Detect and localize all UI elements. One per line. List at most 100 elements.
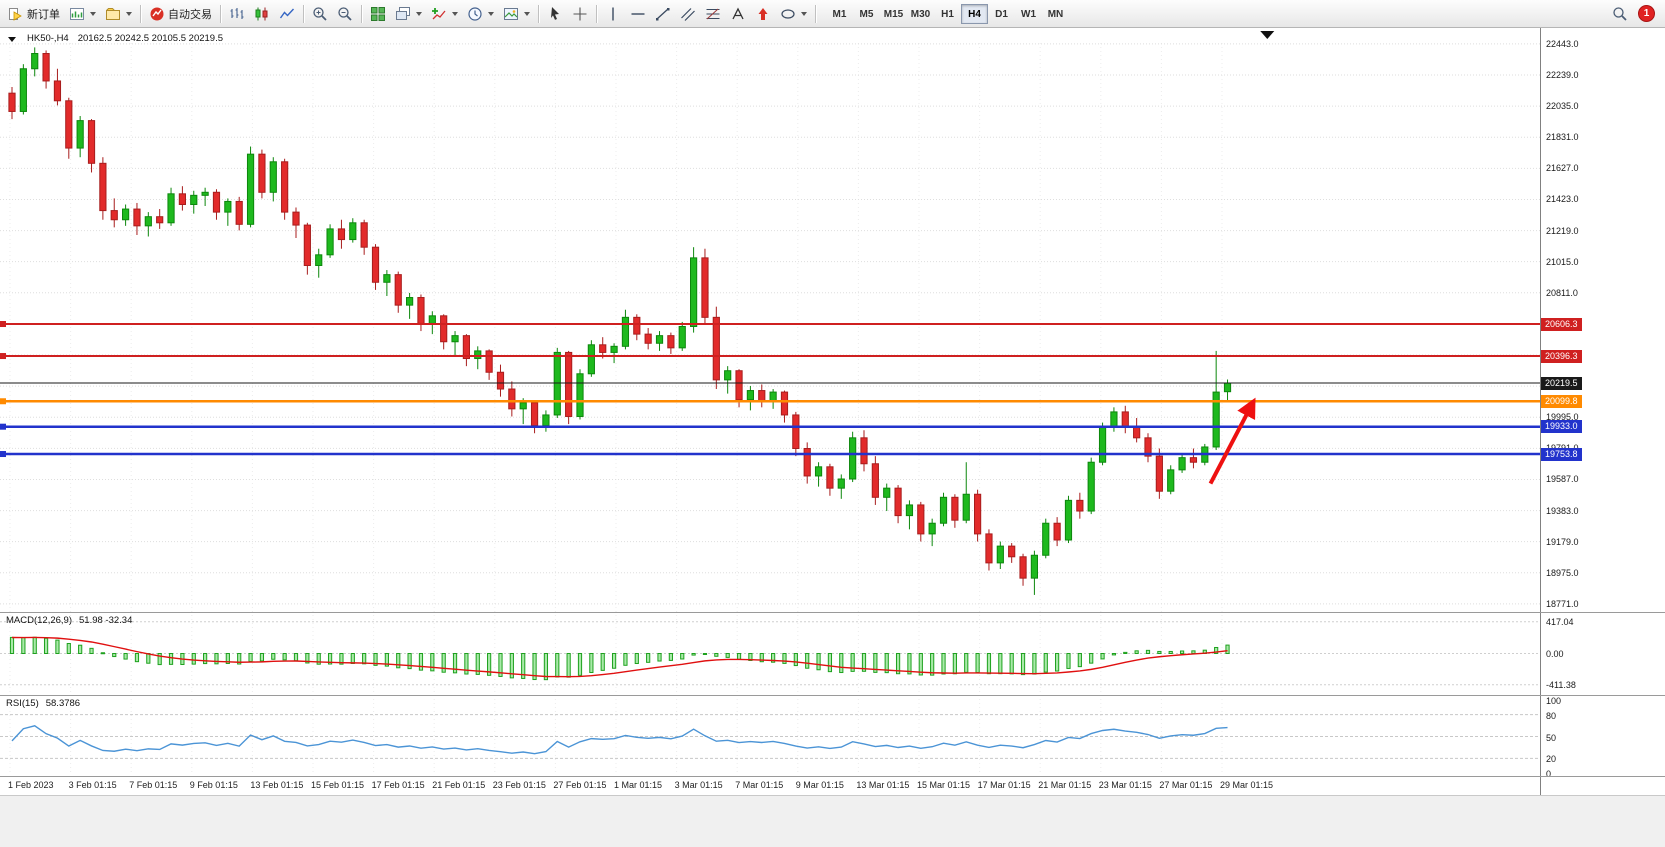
timeframe-m15[interactable]: M15 — [880, 4, 907, 24]
price-chart-svg[interactable] — [0, 28, 1540, 846]
panel-splitter[interactable] — [0, 776, 1665, 777]
add-indicator-icon — [432, 7, 446, 19]
price-label: 19383.0 — [1546, 505, 1579, 516]
profiles-button[interactable] — [101, 3, 136, 25]
toolbar: 新订单 自动交易 — [0, 0, 1665, 28]
timeframe-mn[interactable]: MN — [1042, 4, 1069, 24]
rsi-axis-label: 80 — [1546, 710, 1557, 721]
trendline-icon — [656, 7, 670, 20]
add-indicator-button[interactable] — [427, 3, 462, 25]
cascade-windows-icon — [396, 6, 410, 20]
timeframe-h4[interactable]: H4 — [961, 3, 988, 24]
toolbar-separator — [596, 4, 597, 23]
tile-windows-button[interactable] — [366, 3, 390, 25]
autotrading-button[interactable]: 自动交易 — [145, 3, 216, 25]
dropdown-caret-icon — [488, 11, 494, 16]
templates-button[interactable] — [499, 3, 534, 25]
toolbar-right-cluster: 1 — [1608, 3, 1661, 25]
periods-button[interactable] — [463, 3, 498, 25]
price-axis[interactable]: 22443.0 22239.0 22035.0 21831.0 21627.0 21423… — [1540, 28, 1665, 846]
price-tag: 20396.3 — [1541, 349, 1582, 363]
collapse-triangle-icon[interactable] — [8, 36, 16, 42]
price-label: 21831.0 — [1546, 132, 1579, 143]
macd-axis-label: 0.00 — [1546, 648, 1564, 659]
zoom-in-button[interactable] — [308, 3, 332, 25]
panel-splitter[interactable] — [0, 612, 1665, 613]
toolbar-separator — [220, 4, 221, 23]
dropdown-caret-icon — [524, 11, 530, 16]
dropdown-caret-icon — [452, 11, 458, 16]
price-tag: 20099.8 — [1541, 394, 1582, 408]
line-chart-type-button[interactable] — [275, 3, 299, 25]
annotation-arrow — [1208, 397, 1256, 485]
rsi-axis-label: 0 — [1546, 769, 1552, 779]
new-chart-icon — [70, 7, 84, 20]
arrow-marker-icon — [758, 7, 768, 20]
periods-clock-icon — [468, 6, 482, 21]
fibonacci-icon — [706, 8, 720, 19]
price-label: 20811.0 — [1546, 287, 1578, 298]
candlestick-type-icon — [255, 7, 268, 20]
timeframe-h1[interactable]: H1 — [934, 4, 961, 24]
shapes-icon — [781, 8, 795, 19]
rsi-axis-label: 50 — [1546, 732, 1557, 743]
cursor-button[interactable] — [543, 3, 567, 25]
rsi-value: 58.3786 — [45, 698, 81, 709]
price-label: 21219.0 — [1546, 225, 1579, 236]
horizontal-line-button[interactable] — [626, 3, 650, 25]
zoom-out-icon — [338, 6, 352, 21]
dropdown-caret-icon — [126, 11, 132, 16]
bar-chart-type-icon — [230, 7, 244, 19]
chart-symbol-period: HK50-,H4 — [27, 33, 69, 44]
dropdown-caret-icon — [416, 11, 422, 16]
chart-ohlc-values: 20162.5 20242.5 20105.5 20219.5 — [77, 33, 223, 44]
price-label: 19995.0 — [1546, 412, 1579, 423]
timeframe-m1[interactable]: M1 — [826, 4, 853, 24]
timeframe-m5[interactable]: M5 — [853, 4, 880, 24]
bar-chart-type-button[interactable] — [225, 3, 249, 25]
new-chart-button[interactable] — [65, 3, 100, 25]
notification-badge[interactable]: 1 — [1638, 5, 1655, 22]
candlestick-type-button[interactable] — [250, 3, 274, 25]
toolbar-separator — [538, 4, 539, 23]
crosshair-icon — [573, 7, 587, 20]
new-order-icon — [9, 7, 22, 21]
rsi-indicator-label: RSI(15) 58.3786 — [6, 698, 80, 709]
macd-label: MACD(12,26,9) — [6, 615, 72, 626]
line-chart-type-icon — [279, 8, 295, 18]
toolbar-separator — [303, 4, 304, 23]
cascade-windows-button[interactable] — [391, 3, 426, 25]
toolbar-separator — [140, 4, 141, 23]
rsi-label: RSI(15) — [6, 698, 39, 709]
level-lines-layer — [0, 321, 1540, 458]
horizontal-line-icon — [631, 12, 645, 15]
text-tool-icon — [732, 7, 744, 19]
price-label: 18771.0 — [1546, 598, 1579, 609]
price-label: 22035.0 — [1546, 101, 1579, 112]
equidistant-channel-button[interactable] — [676, 3, 700, 25]
trendline-button[interactable] — [651, 3, 675, 25]
new-order-button[interactable]: 新订单 — [4, 3, 64, 25]
chart-title: HK50-,H4 20162.5 20242.5 20105.5 20219.5 — [8, 33, 223, 44]
macd-values: 51.98 -32.34 — [79, 615, 133, 626]
price-label: 22239.0 — [1546, 70, 1579, 80]
candles-layer — [8, 47, 1232, 595]
chart-region[interactable]: HK50-,H4 20162.5 20242.5 20105.5 20219.5… — [0, 28, 1665, 847]
macd-axis-label: 417.04 — [1546, 616, 1574, 627]
vertical-line-button[interactable] — [601, 3, 625, 25]
rsi-axis-label: 100 — [1546, 696, 1562, 706]
chart-shift-marker — [1260, 31, 1275, 39]
timeframe-d1[interactable]: D1 — [988, 4, 1015, 24]
shapes-button[interactable] — [776, 3, 811, 25]
search-button[interactable] — [1608, 3, 1632, 25]
text-tool-button[interactable] — [726, 3, 750, 25]
arrow-marker-button[interactable] — [751, 3, 775, 25]
zoom-out-button[interactable] — [333, 3, 357, 25]
vertical-line-icon — [612, 7, 614, 20]
timeframe-w1[interactable]: W1 — [1015, 4, 1042, 24]
panel-splitter[interactable] — [0, 695, 1665, 696]
crosshair-button[interactable] — [568, 3, 592, 25]
fibonacci-button[interactable] — [701, 3, 725, 25]
timeframe-m30[interactable]: M30 — [907, 4, 934, 24]
new-order-label: 新订单 — [27, 8, 60, 21]
